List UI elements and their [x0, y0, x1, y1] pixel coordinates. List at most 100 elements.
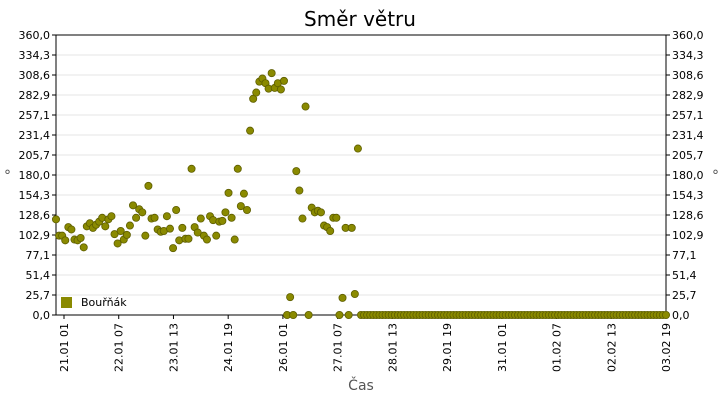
data-point — [289, 310, 298, 319]
y-tick-label: 231,4 — [672, 129, 704, 142]
data-point — [249, 94, 258, 103]
y-tick-label: 257,1 — [19, 109, 51, 122]
data-point — [286, 293, 295, 302]
data-point — [218, 216, 227, 225]
data-point — [230, 235, 239, 244]
data-point — [193, 228, 202, 237]
y-tick-label: 180,0 — [672, 169, 704, 182]
data-point — [113, 239, 122, 248]
y-tick-label: 360,0 — [672, 29, 704, 42]
y-tick-label: 128,6 — [672, 209, 704, 222]
y-tick-label: 334,3 — [672, 49, 704, 62]
data-point — [662, 310, 671, 319]
data-point — [252, 88, 261, 97]
x-tick-label: 01.02 07 — [551, 323, 564, 372]
legend-swatch — [61, 297, 72, 308]
x-tick-label: 02.02 13 — [605, 323, 618, 372]
data-point — [212, 231, 221, 240]
data-point — [79, 243, 88, 252]
data-point — [301, 102, 310, 111]
data-point — [52, 215, 61, 224]
data-point — [187, 164, 196, 173]
data-point — [236, 202, 245, 211]
data-point — [295, 186, 304, 195]
data-point — [67, 225, 76, 234]
data-point — [298, 214, 307, 223]
data-point — [61, 236, 70, 245]
data-point — [169, 244, 178, 253]
data-point — [125, 221, 134, 230]
y-axis-label-right: ° — [712, 168, 719, 184]
data-point — [224, 188, 233, 197]
data-point — [279, 76, 288, 85]
data-point — [184, 234, 193, 243]
data-point — [233, 164, 242, 173]
y-tick-label: 308,6 — [19, 69, 51, 82]
data-point — [276, 85, 285, 94]
data-point — [243, 205, 252, 214]
y-tick-label: 51,4 — [26, 269, 51, 282]
y-tick-label: 231,4 — [19, 129, 51, 142]
data-point — [178, 223, 187, 232]
x-tick-label: 21.01 01 — [58, 323, 71, 372]
data-point — [347, 223, 356, 232]
x-tick-label: 27.01 07 — [332, 323, 345, 372]
data-point — [267, 69, 276, 78]
y-tick-label: 205,7 — [19, 149, 51, 162]
data-point — [344, 310, 353, 319]
data-point — [221, 208, 230, 217]
data-point — [239, 189, 248, 198]
data-point — [316, 208, 325, 217]
y-tick-label: 102,9 — [19, 229, 51, 242]
y-tick-label: 102,9 — [672, 229, 704, 242]
y-tick-label: 25,7 — [672, 289, 697, 302]
data-point — [129, 201, 138, 210]
x-tick-label: 29.01 19 — [441, 323, 454, 372]
data-point — [196, 214, 205, 223]
data-point — [150, 213, 159, 222]
y-tick-label: 282,9 — [672, 89, 704, 102]
data-point — [110, 230, 119, 239]
y-tick-label: 334,3 — [19, 49, 51, 62]
data-point — [122, 230, 131, 239]
x-tick-label: 26.01 01 — [277, 323, 290, 372]
x-tick-label: 03.02 19 — [660, 323, 673, 372]
y-tick-label: 180,0 — [19, 169, 51, 182]
data-point — [107, 212, 116, 221]
x-tick-label: 22.01 07 — [113, 323, 126, 372]
y-tick-label: 0,0 — [33, 309, 51, 322]
data-point — [165, 224, 174, 233]
y-axis-right-ticks: 0,0 25,7 51,4 77,1 102,9 128,6 154,3 180,0 205,7… — [666, 29, 704, 322]
y-tick-label: 77,1 — [26, 249, 51, 262]
chart-title: Směr větru — [304, 7, 416, 31]
y-tick-label: 154,3 — [19, 189, 51, 202]
legend: Bouřňák — [61, 296, 127, 309]
y-tick-label: 51,4 — [672, 269, 697, 282]
y-tick-label: 282,9 — [19, 89, 51, 102]
y-tick-label: 0,0 — [672, 309, 690, 322]
data-point — [141, 231, 150, 240]
y-tick-label: 154,3 — [672, 189, 704, 202]
x-axis-label: Čas — [348, 376, 374, 394]
data-point — [332, 213, 341, 222]
data-point — [326, 226, 335, 235]
data-point — [144, 181, 153, 190]
grid-lines — [56, 54, 666, 296]
y-tick-label: 77,1 — [672, 249, 697, 262]
x-tick-label: 23.01 13 — [167, 323, 180, 372]
y-tick-label: 308,6 — [672, 69, 704, 82]
data-point — [202, 235, 211, 244]
y-axis-left-ticks: 0,0 25,7 51,4 77,1 102,9 128,6 154,3 180,0 205,7… — [19, 29, 56, 322]
y-tick-label: 360,0 — [19, 29, 51, 42]
series-bournak-points — [52, 69, 671, 319]
data-point — [292, 167, 301, 176]
data-point — [138, 208, 147, 217]
data-point — [227, 213, 236, 222]
data-point — [246, 126, 255, 135]
legend-label: Bouřňák — [81, 296, 127, 309]
data-point — [353, 144, 362, 153]
x-tick-label: 24.01 19 — [222, 323, 235, 372]
data-point — [338, 293, 347, 302]
data-point — [350, 289, 359, 298]
